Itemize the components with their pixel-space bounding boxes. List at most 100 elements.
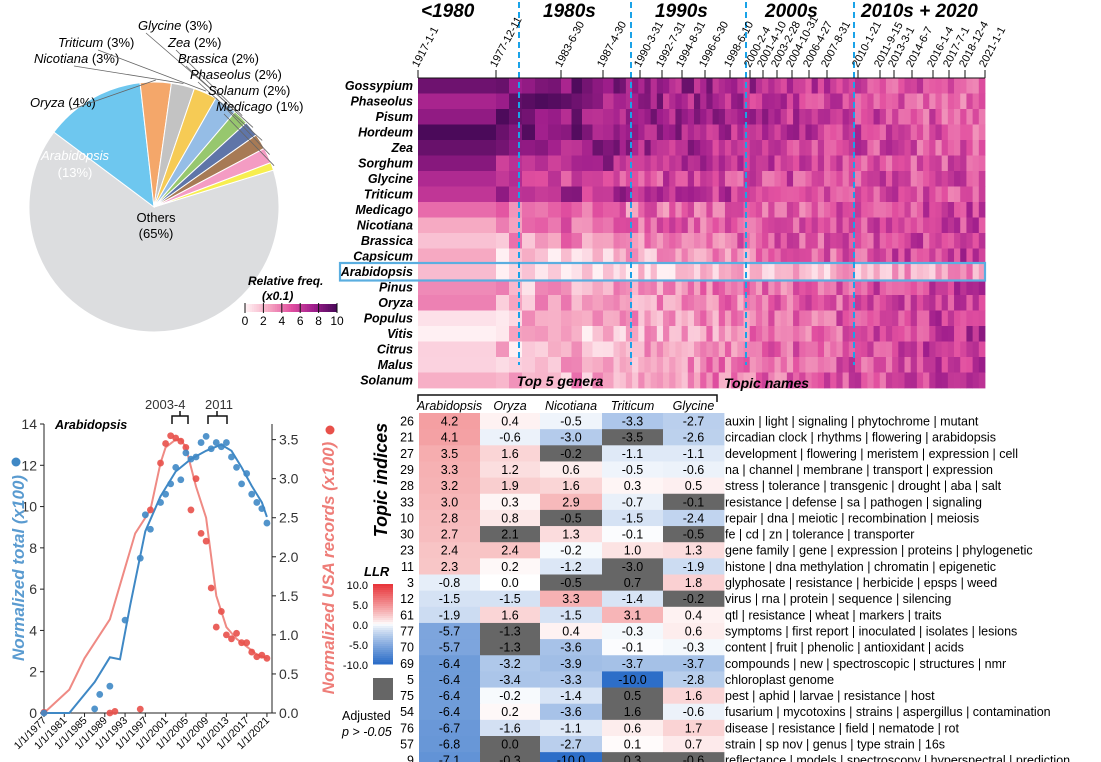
heatmap-cell [842,217,850,234]
heatmap-cell [619,372,627,389]
heatmap-cell [656,233,664,249]
legend-gradient-step [281,304,285,312]
llr-cell [419,509,481,527]
red-data-point [182,444,190,451]
heatmap-row-label: Zea [390,141,413,155]
llr-legend-step [373,604,393,607]
llr-legend-step [373,638,393,641]
heatmap-cell [786,186,794,203]
heatmap-cell [687,140,695,156]
llr-cell [480,687,541,705]
llr-cell [602,574,664,592]
heatmap-cell [755,372,763,389]
heatmap-cell [774,310,782,327]
topic-index: 75 [400,689,414,703]
heatmap-cell [700,248,707,265]
heatmap-cell [892,109,899,125]
heatmap-cell [793,357,800,373]
heatmap-cell [656,155,664,172]
llr-value: -0.2 [560,544,582,558]
heatmap-cell [603,326,614,342]
heatmap-cell [824,248,831,265]
heatmap-cell [916,109,924,125]
red-data-point [233,629,240,637]
heatmap-cell [854,279,862,296]
heatmap-cell [904,357,912,373]
llr-value: 0.0 [501,576,518,590]
heatmap-cell [929,248,936,265]
heatmap-cell [954,279,961,296]
heatmap-cell [848,310,856,327]
heatmap-cell [817,78,825,94]
heatmap-cell [929,155,936,172]
heatmap-cell [693,357,701,373]
heatmap-cell [724,171,732,187]
heatmap-cell [904,279,912,296]
heatmap-cell [693,295,701,311]
llr-value: -0.1 [622,528,644,542]
heatmap-cell [842,93,850,110]
heatmap-cell [561,310,572,327]
heatmap-cell [737,140,744,156]
heatmap-cell [861,233,868,249]
llr-value: -2.6 [683,431,705,445]
heatmap-cell [916,140,924,156]
heatmap-cell [638,248,645,265]
llr-legend-step [373,662,393,665]
llr-cell [480,671,541,688]
heatmap-cell [873,140,881,156]
heatmap-cell [811,93,819,110]
heatmap-cell [842,295,850,311]
heatmap-cell [522,372,536,389]
heatmap-cell [811,186,819,203]
heatmap-cell [960,186,967,203]
heatmap-cell [582,171,593,187]
llr-legend-step [373,602,393,605]
heatmap-cell [737,171,744,187]
heatmap-cell [522,78,536,94]
topic-name: stress | tolerance | transgenic | drough… [725,479,1002,493]
heatmap-cell [910,248,918,265]
heatmap-cell [960,93,967,110]
llr-cell [419,752,481,762]
heatmap-cell [675,217,683,234]
heatmap-cell [836,248,843,265]
llr-legend-step [373,606,393,609]
heatmap-cell [935,109,943,125]
heatmap-cell [824,186,831,203]
heatmap-cell [966,78,974,94]
heatmap-cell [780,279,788,296]
heatmap-cell [535,155,549,172]
heatmap-cell [619,124,627,141]
llr-value: 1.6 [501,447,518,461]
heatmap-cell [706,264,713,280]
heatmap-cell [978,310,986,327]
blue-data-point [136,554,144,562]
heatmap-cell [854,186,862,203]
heatmap-cell [613,93,621,110]
heatmap-cell [935,78,943,94]
heatmap-cell [768,357,775,373]
heatmap-cell [966,357,974,373]
heatmap-cell [632,78,639,94]
heatmap-cell [603,186,614,203]
heatmap-cell [693,93,701,110]
heatmap-cell [592,109,604,125]
llr-legend-step [373,620,393,623]
heatmap-cell [811,202,819,218]
heatmap-cell [592,248,604,265]
heatmap-cell [830,341,837,358]
heatmap-cell [712,93,720,110]
heatmap-cell [892,217,899,234]
heatmap-cell [836,310,843,327]
heatmap-cell [830,78,837,94]
heatmap-cell [885,93,893,110]
heatmap-cell [700,78,707,94]
heatmap-cell [978,341,986,358]
heatmap-cell [848,372,856,389]
heatmap-cell [675,109,683,125]
heatmap-cell [854,109,862,125]
heatmap-cell [712,202,720,218]
heatmap-cell [960,279,967,296]
llr-cell [663,542,725,559]
